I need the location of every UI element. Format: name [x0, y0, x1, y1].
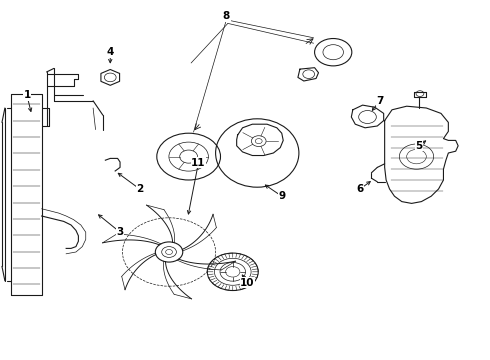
Text: 5: 5 [416, 141, 422, 151]
Text: 11: 11 [191, 158, 206, 168]
Text: 2: 2 [136, 184, 143, 194]
Text: 4: 4 [106, 47, 114, 57]
Text: 9: 9 [278, 191, 285, 201]
Text: 8: 8 [223, 11, 230, 21]
Text: 10: 10 [240, 278, 255, 288]
Text: 1: 1 [24, 90, 30, 100]
Text: 3: 3 [117, 227, 123, 237]
Text: 6: 6 [357, 184, 364, 194]
Text: 7: 7 [376, 96, 384, 106]
